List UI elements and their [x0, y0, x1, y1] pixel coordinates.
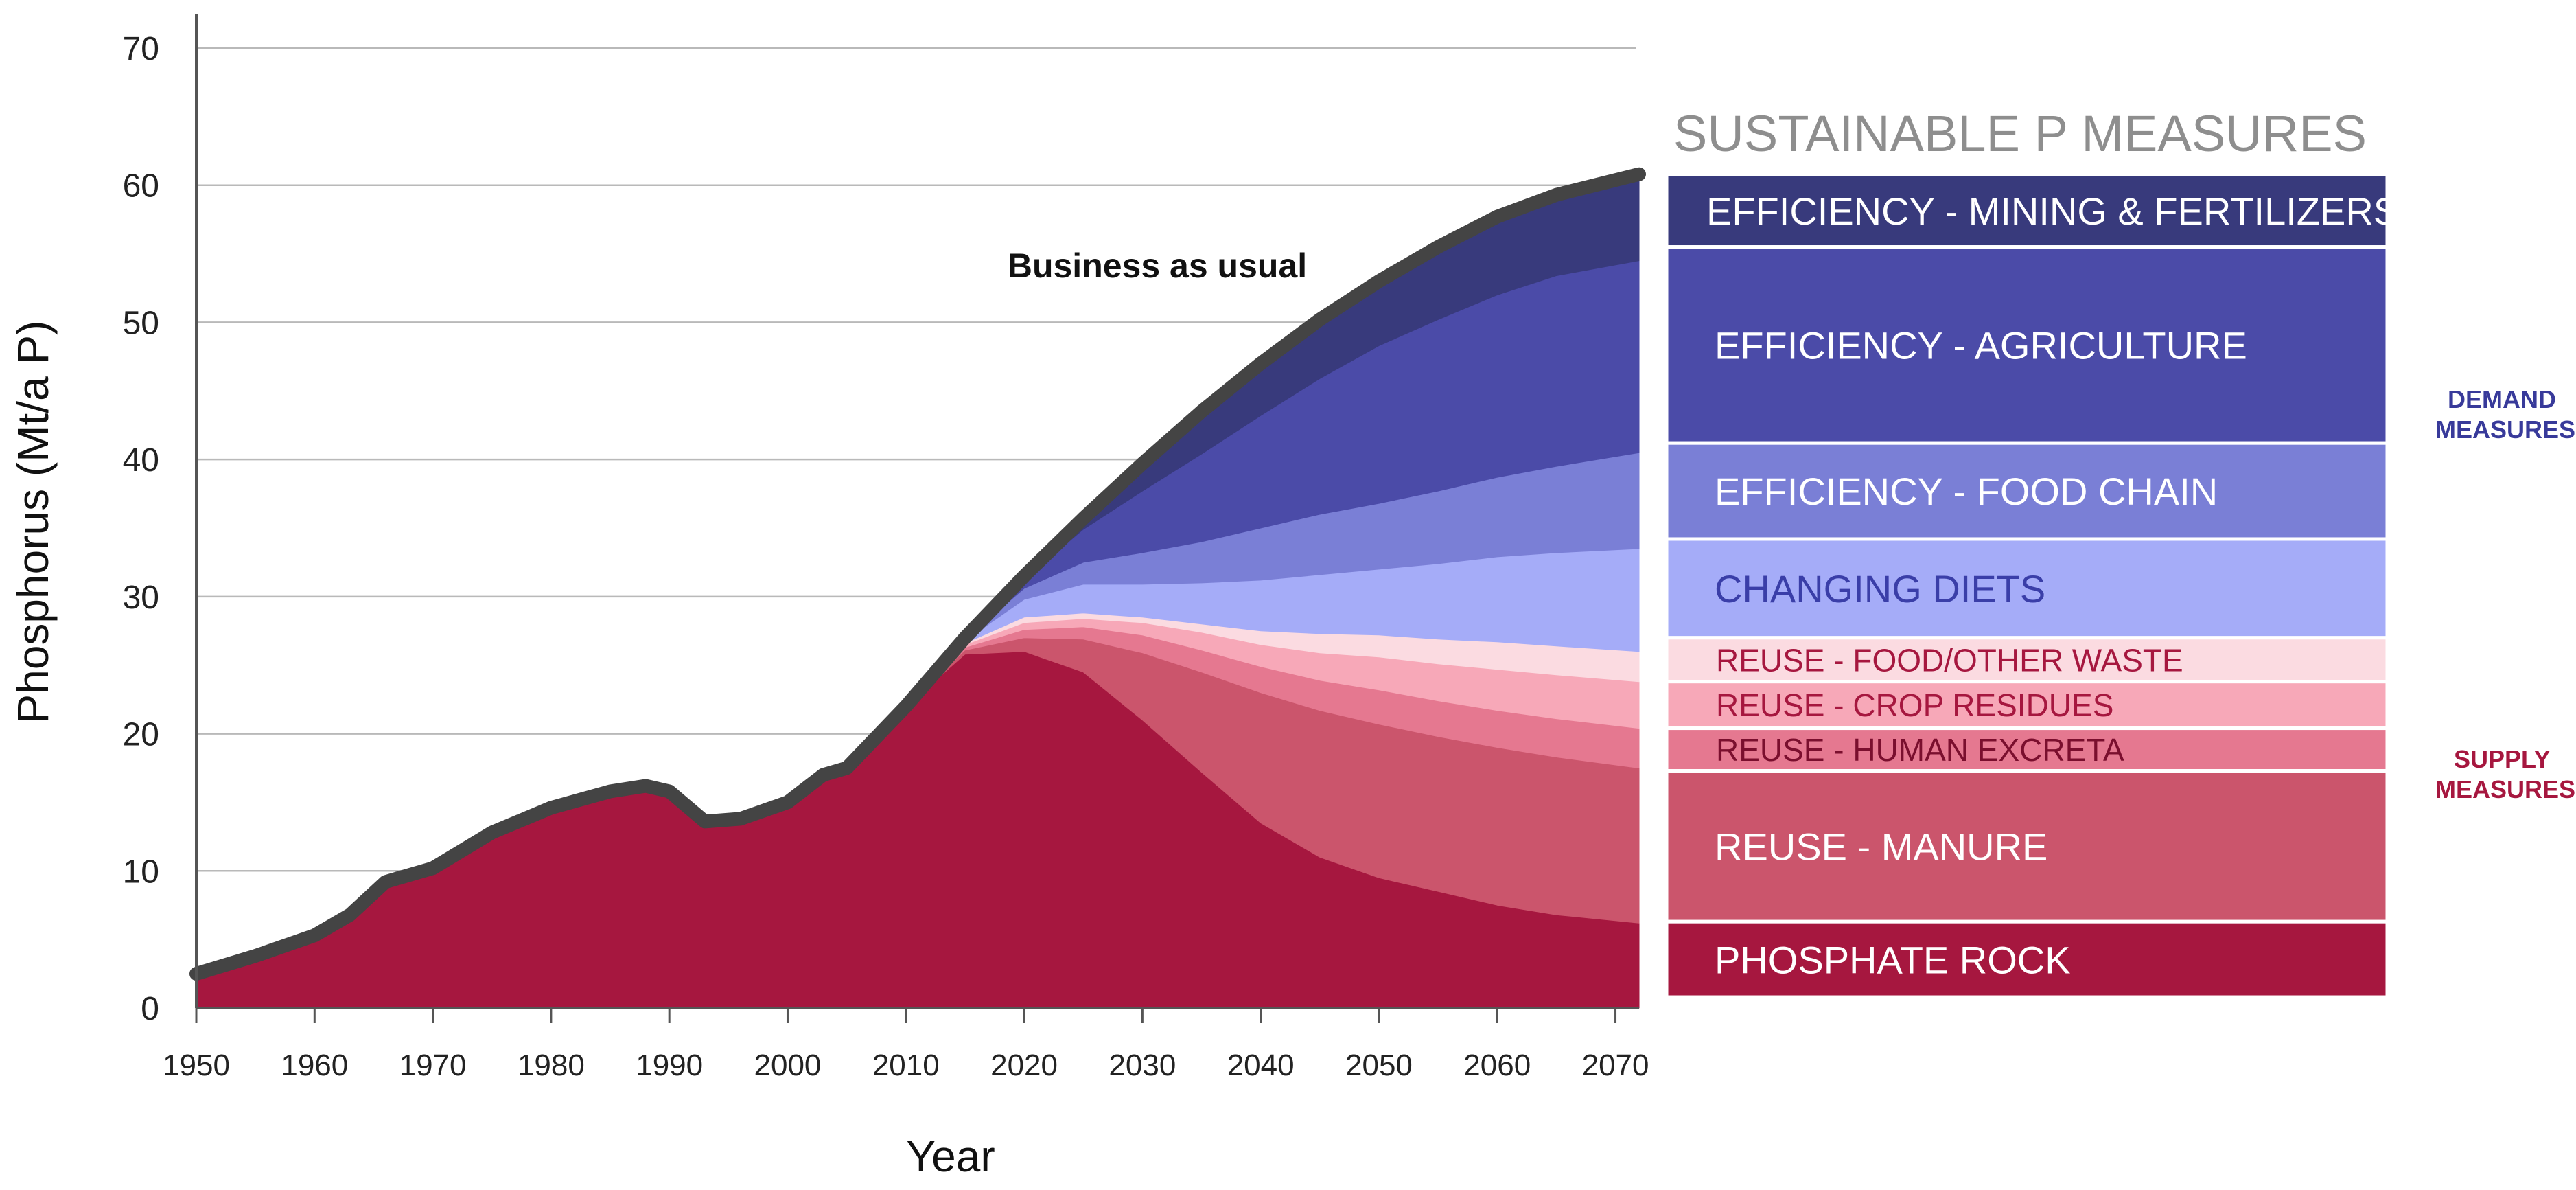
- legend-box-agriculture: [1664, 245, 2389, 445]
- legend-box-crop: [1664, 680, 2389, 731]
- legend-label-crop: REUSE - CROP RESIDUES: [1716, 687, 2113, 723]
- supply-label-line-1: SUPPLY: [2454, 745, 2551, 773]
- x-tick-label-2070: 2070: [1582, 1049, 1649, 1082]
- y-tick-label-40: 40: [123, 442, 159, 479]
- legend-label-foodwaste: REUSE - FOOD/OTHER WASTE: [1716, 642, 2183, 678]
- legend-title: SUSTAINABLE P MEASURES: [1673, 105, 2367, 162]
- business-as-usual-annotation: Business as usual: [1008, 247, 1307, 285]
- y-tick-label-10: 10: [123, 854, 159, 890]
- business-as-usual-line: [189, 167, 1646, 981]
- y-tick-label-50: 50: [123, 305, 159, 341]
- x-tick-label-1970: 1970: [399, 1049, 467, 1082]
- legend-label-mining: EFFICIENCY - MINING & FERTILIZERS: [1706, 190, 2399, 233]
- area-layer: [196, 174, 1640, 1009]
- supply-measures-label: SUPPLY MEASURES: [2435, 745, 2575, 803]
- line-layer: [189, 167, 1646, 981]
- legend-label-excreta: REUSE - HUMAN EXCRETA: [1716, 732, 2124, 768]
- legend-box-rock: [1664, 919, 2389, 999]
- demand-label-line-2: MEASURES: [2435, 415, 2575, 444]
- x-tick-label-1980: 1980: [518, 1049, 585, 1082]
- y-axis-label: Phosphorus (Mt/a P): [8, 321, 58, 724]
- x-tick-label-2040: 2040: [1227, 1049, 1295, 1082]
- x-tick-label-2030: 2030: [1109, 1049, 1176, 1082]
- demand-measures-label: DEMAND MEASURES: [2435, 385, 2575, 444]
- y-tick-label-70: 70: [123, 31, 159, 67]
- x-tick-label-1960: 1960: [281, 1049, 348, 1082]
- y-tick-label-60: 60: [123, 168, 159, 205]
- legend-label-agriculture: EFFICIENCY - AGRICULTURE: [1715, 324, 2247, 367]
- supply-label-line-2: MEASURES: [2435, 775, 2575, 803]
- y-tick-label-0: 0: [141, 991, 159, 1027]
- grid-layer: [196, 47, 1636, 872]
- x-tick-label-2060: 2060: [1463, 1049, 1531, 1082]
- demand-label-line-1: DEMAND: [2448, 385, 2556, 413]
- legend-label-manure: REUSE - MANURE: [1715, 825, 2047, 868]
- x-tick-label-2010: 2010: [872, 1049, 940, 1082]
- y-tick-label-30: 30: [123, 580, 159, 616]
- legend-label-foodchain: EFFICIENCY - FOOD CHAIN: [1715, 470, 2218, 513]
- x-tick-label-2050: 2050: [1345, 1049, 1413, 1082]
- x-axis-label: Year: [906, 1132, 995, 1181]
- legend-label-rock: PHOSPHATE ROCK: [1715, 938, 2071, 981]
- y-tick-label-20: 20: [123, 717, 159, 753]
- x-tick-label-1990: 1990: [636, 1049, 703, 1082]
- x-tick-label-2020: 2020: [990, 1049, 1058, 1082]
- legend-layer: EFFICIENCY - MINING & FERTILIZERS EFFICIE…: [1664, 172, 2399, 999]
- x-tick-label-1950: 1950: [163, 1049, 230, 1082]
- x-tick-label-2000: 2000: [754, 1049, 822, 1082]
- legend-label-diets: CHANGING DIETS: [1715, 567, 2045, 610]
